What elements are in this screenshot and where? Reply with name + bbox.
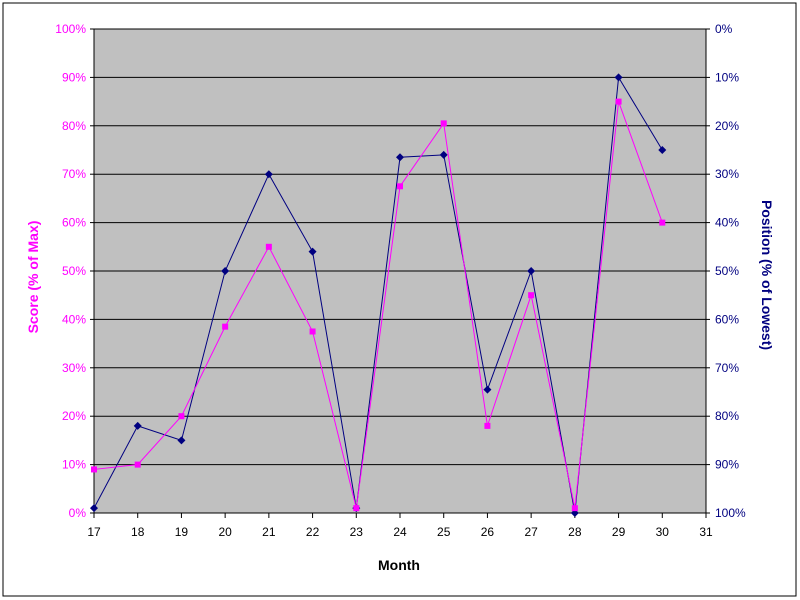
y-axis-ticks: 0% 10% 20% 30% 40% 50% 60% 70% 80% 90% 100% [55,22,94,520]
y2-tick-label: 30% [715,167,739,181]
position-point [264,170,273,179]
x-tick-label: 21 [262,525,276,539]
y2-tick-label: 90% [715,458,739,472]
position-point [614,73,623,82]
x-tick-label: 22 [306,525,320,539]
y2-axis-title: Position (% of Lowest) [759,200,775,350]
x-tick-label: 28 [568,525,582,539]
y-tick-label: 70% [62,167,86,181]
position-point [221,267,230,275]
position-point [439,150,448,159]
x-tick-label: 29 [612,525,626,539]
position-point [133,421,142,430]
score-point [528,292,535,299]
position-point [90,504,98,513]
y-tick-label: 90% [62,70,86,84]
y-tick-label: 60% [62,216,86,230]
position-point [527,267,536,275]
y-tick-label: 50% [62,264,86,278]
y-tick-label: 100% [55,22,86,36]
score-point [440,120,447,127]
score-point [397,183,403,190]
y2-tick-label: 10% [715,70,739,84]
y2-tick-label: 70% [715,361,739,375]
score-point [178,413,185,420]
x-tick-label: 20 [218,525,232,539]
score-point [91,466,97,473]
y2-tick-label: 40% [715,216,739,230]
score-point [615,98,622,105]
y-tick-label: 20% [62,409,86,423]
y2-tick-label: 50% [715,264,739,278]
grid-lines [93,28,707,514]
x-tick-label: 24 [393,525,407,539]
x-tick-label: 18 [131,525,145,539]
y-tick-label: 10% [62,458,86,472]
y-tick-label: 40% [62,312,86,326]
y-tick-label: 0% [69,506,87,520]
y2-tick-label: 60% [715,312,739,326]
y2-tick-label: 0% [715,22,733,36]
position-point [308,247,317,256]
score-point [309,328,316,335]
score-point [571,505,578,512]
score-point [659,219,666,226]
score-point [353,505,360,512]
x-tick-label: 27 [524,525,538,539]
y-tick-label: 30% [62,361,86,375]
x-tick-label: 25 [437,525,451,539]
score-point [484,422,491,429]
position-point [483,385,492,394]
x-tick-label: 30 [656,525,670,539]
series-layer [90,73,667,517]
y-axis-title: Score (% of Max) [25,221,41,334]
x-tick-label: 17 [87,525,101,539]
y2-tick-label: 20% [715,119,739,133]
y2-axis-ticks: 100% 90% 80% 70% 60% 50% 40% 30% 20% 10% 0% [706,22,746,520]
y2-tick-label: 100% [715,506,746,520]
y-tick-label: 80% [62,119,86,133]
score-point [222,323,229,330]
score-point [265,243,272,250]
x-axis-ticks: 17 18 19 20 21 22 23 24 25 26 27 28 29 30 31 [87,513,713,539]
position-point [177,436,186,445]
x-axis-title: Month [378,557,420,573]
score-point [134,461,141,468]
y2-tick-label: 80% [715,409,739,423]
score-series-line [93,101,663,509]
position-point [396,153,404,162]
x-tick-label: 26 [481,525,495,539]
x-tick-label: 23 [350,525,364,539]
x-tick-label: 31 [699,525,713,539]
x-tick-label: 19 [175,525,189,539]
position-point [658,146,667,154]
